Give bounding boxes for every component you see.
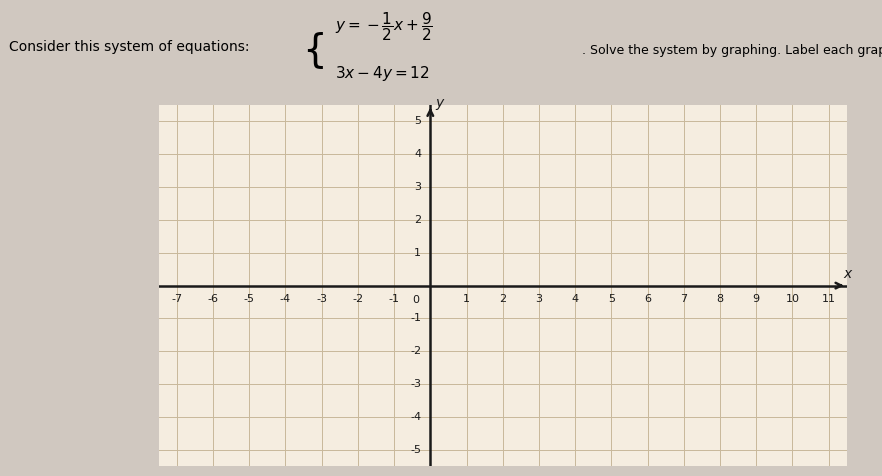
Text: $\{$: $\{$ <box>303 30 324 71</box>
Text: -1: -1 <box>389 294 400 304</box>
Text: -2: -2 <box>352 294 363 304</box>
Text: $3x - 4y = 12$: $3x - 4y = 12$ <box>335 64 430 83</box>
Text: 4: 4 <box>572 294 579 304</box>
Text: -5: -5 <box>410 445 422 455</box>
Text: -3: -3 <box>410 379 422 389</box>
Text: 1: 1 <box>463 294 470 304</box>
Text: 1: 1 <box>415 248 422 258</box>
Text: 9: 9 <box>752 294 759 304</box>
Text: 5: 5 <box>415 116 422 126</box>
Text: 8: 8 <box>716 294 723 304</box>
Text: 2: 2 <box>499 294 506 304</box>
Text: x: x <box>843 267 851 281</box>
Text: 11: 11 <box>822 294 835 304</box>
Text: 10: 10 <box>785 294 799 304</box>
Text: y: y <box>435 96 444 109</box>
Text: 4: 4 <box>415 149 422 159</box>
Text: 7: 7 <box>680 294 687 304</box>
Text: -2: -2 <box>410 347 422 357</box>
Text: Consider this system of equations:: Consider this system of equations: <box>9 40 250 54</box>
Text: 3: 3 <box>415 182 422 192</box>
Text: -3: -3 <box>317 294 327 304</box>
Text: 0: 0 <box>413 296 420 306</box>
Text: -7: -7 <box>171 294 183 304</box>
Text: $y = -\dfrac{1}{2}x + \dfrac{9}{2}$: $y = -\dfrac{1}{2}x + \dfrac{9}{2}$ <box>335 10 433 42</box>
Text: 6: 6 <box>644 294 651 304</box>
Text: -1: -1 <box>410 314 422 324</box>
Text: . Solve the system by graphing. Label each graph and the solution.: . Solve the system by graphing. Label ea… <box>582 44 882 57</box>
Text: 3: 3 <box>535 294 542 304</box>
Text: -5: -5 <box>243 294 255 304</box>
Text: -4: -4 <box>410 412 422 422</box>
Text: -4: -4 <box>280 294 291 304</box>
Text: 5: 5 <box>608 294 615 304</box>
Text: -6: -6 <box>207 294 219 304</box>
Text: 2: 2 <box>415 215 422 225</box>
